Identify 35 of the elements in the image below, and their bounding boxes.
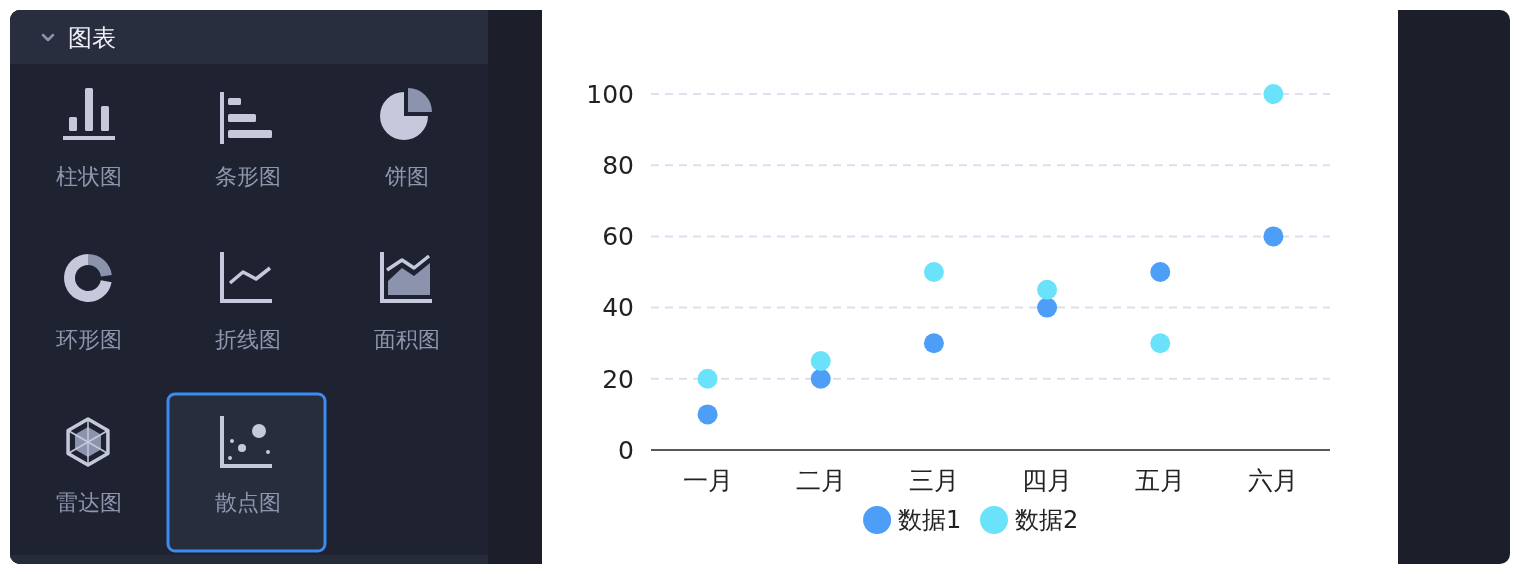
y-tick-label: 0 bbox=[618, 435, 634, 465]
point bbox=[923, 262, 944, 282]
x-tick-label: 六月 bbox=[1248, 465, 1299, 495]
text: 折线图 bbox=[215, 326, 281, 352]
point bbox=[1150, 333, 1171, 354]
point bbox=[1037, 279, 1058, 300]
y-tick-label: 100 bbox=[586, 79, 634, 109]
point bbox=[697, 404, 718, 425]
point bbox=[810, 368, 831, 389]
point bbox=[1263, 226, 1284, 247]
point bbox=[697, 368, 718, 389]
x-tick-label: 五月 bbox=[1135, 465, 1186, 495]
point bbox=[923, 333, 944, 354]
point bbox=[1037, 297, 1058, 318]
point bbox=[810, 351, 831, 371]
text: 条形图 bbox=[215, 163, 281, 189]
legend-label: 数据1 bbox=[898, 506, 962, 535]
point bbox=[1263, 84, 1284, 104]
x-tick-label: 三月 bbox=[908, 465, 959, 495]
y-tick-label: 20 bbox=[602, 364, 634, 394]
legend-label: 数据2 bbox=[1015, 506, 1079, 535]
text: 环形图 bbox=[56, 326, 122, 352]
x-tick-label: 二月 bbox=[795, 465, 846, 495]
x-tick-label: 一月 bbox=[682, 465, 733, 495]
y-tick-label: 40 bbox=[602, 293, 634, 323]
text: 散点图 bbox=[215, 489, 281, 515]
text: 柱状图 bbox=[56, 163, 122, 189]
x-tick-label: 四月 bbox=[1022, 465, 1073, 495]
text: 雷达图 bbox=[56, 489, 122, 515]
text: 面积图 bbox=[374, 326, 440, 352]
y-tick-label: 80 bbox=[602, 150, 634, 180]
text: 饼图 bbox=[384, 163, 429, 189]
text: 图表 bbox=[68, 24, 116, 53]
y-tick-label: 60 bbox=[602, 222, 634, 252]
point bbox=[1150, 262, 1171, 282]
